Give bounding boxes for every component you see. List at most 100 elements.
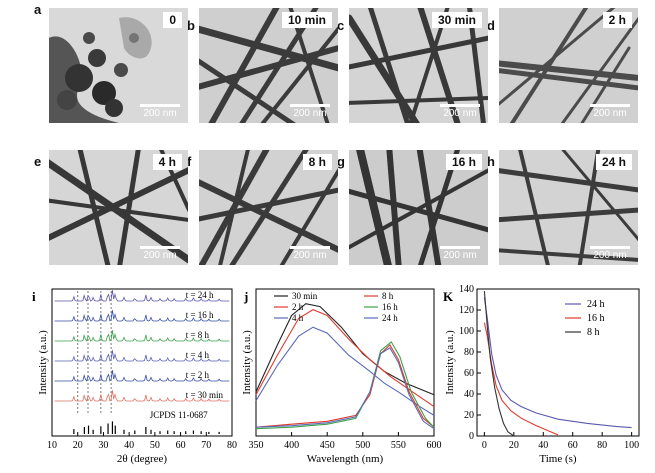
legend-label: 8 h: [382, 291, 394, 301]
tem-image-e: 4 h 200 nm: [49, 150, 188, 265]
x-axis-label: Wavelength (nm): [307, 453, 384, 465]
scale-bar: 200 nm: [290, 104, 330, 119]
x-tick-label: 60: [176, 440, 186, 451]
x-tick-label: 40: [124, 440, 134, 451]
panel-letter-k: K: [443, 289, 454, 304]
legend-label: 2 h: [292, 302, 304, 312]
scale-bar: 200 nm: [440, 246, 480, 261]
y-axis-label: Intensity (a.u.): [241, 330, 253, 395]
x-tick-label: 450: [320, 440, 335, 451]
x-tick-label: 60: [568, 440, 578, 451]
y-tick-label: 100: [459, 326, 474, 337]
xrd-series-label: t = 30 min: [186, 390, 224, 400]
time-label: 0: [163, 12, 182, 28]
spectrum-series-line: [255, 326, 435, 416]
scale-bar: 200 nm: [140, 246, 180, 261]
decay-frame: [476, 288, 640, 437]
y-tick-label: 80: [464, 347, 474, 358]
xrd-series-label: t = 8 h: [186, 330, 210, 340]
spectrum-series-line: [255, 308, 435, 408]
legend-label: 16 h: [382, 302, 398, 312]
legend-label: 8 h: [587, 327, 600, 338]
xrd-series-line: [54, 290, 230, 302]
xrd-series-label: t = 2 h: [186, 370, 210, 380]
time-label: 2 h: [602, 12, 632, 28]
x-axis-label: Time (s): [539, 453, 577, 465]
panel-letter-b: b: [187, 18, 195, 33]
xrd-series-label: t = 4 h: [186, 350, 210, 360]
legend-label: 24 h: [382, 313, 398, 323]
x-tick-label: 0: [482, 440, 487, 451]
y-tick-label: 20: [464, 410, 474, 421]
panel-letter-h: h: [487, 154, 495, 169]
tem-image-a: 0 200 nm: [49, 8, 188, 123]
legend-label: 24 h: [587, 299, 605, 310]
xrd-series-line: [54, 310, 230, 322]
panel-letter-d: d: [487, 18, 495, 33]
x-tick-label: 70: [201, 440, 211, 451]
xrd-series-label: t = 16 h: [186, 310, 214, 320]
x-tick-label: 600: [427, 440, 442, 451]
y-tick-label: 60: [464, 368, 474, 379]
tem-image-f: 8 h 200 nm: [199, 150, 338, 265]
spectrum-frame: [255, 288, 435, 437]
panel-letter-f: f: [187, 154, 192, 169]
tem-image-b: 10 min 200 nm: [199, 8, 338, 123]
xrd-frame: [51, 288, 233, 437]
time-label: 8 h: [302, 154, 332, 170]
xrd-series-line: [54, 330, 230, 342]
xrd-series-label: t = 24 h: [186, 290, 214, 300]
legend-label: 30 min: [292, 291, 318, 301]
time-label: 4 h: [152, 154, 182, 170]
x-tick-label: 400: [284, 440, 299, 451]
panel-letter-i: i: [32, 289, 36, 304]
time-label: 30 min: [431, 12, 482, 28]
decay-series-line: [483, 322, 559, 436]
y-axis-label: Intensity (a.u.): [444, 330, 456, 395]
xrd-series-line: [54, 390, 230, 402]
x-tick-label: 40: [538, 440, 548, 451]
xrd-series-line: [54, 350, 230, 362]
y-axis-label: Intensity (a.u.): [37, 330, 49, 395]
tem-image-h: 24 h 200 nm: [499, 150, 638, 265]
x-tick-label: 20: [73, 440, 83, 451]
scale-bar: 200 nm: [440, 104, 480, 119]
xrd-chart: i 10 20 30 40 50 60 70 80 2θ (degree) Intensity (a…: [30, 283, 238, 473]
x-tick-label: 350: [249, 440, 264, 451]
emission-spectrum-chart: j 350 400 450 500 550 600 Wavelength (nm) Intens…: [238, 283, 443, 473]
x-tick-label: 80: [597, 440, 607, 451]
x-tick-label: 500: [355, 440, 370, 451]
panel-letter-c: c: [337, 18, 345, 33]
reference-label: JCPDS 11-0687: [150, 410, 208, 420]
x-tick-label: 100: [624, 440, 639, 451]
x-tick-label: 10: [47, 440, 57, 451]
time-label: 24 h: [595, 154, 632, 170]
x-tick-label: 550: [391, 440, 406, 451]
x-tick-label: 20: [509, 440, 519, 451]
legend-label: 16 h: [587, 313, 605, 324]
xrd-series-line: [54, 370, 230, 382]
spectrum-series-line: [255, 303, 435, 396]
spectrum-series-line: [255, 341, 435, 430]
x-tick-label: 30: [98, 440, 108, 451]
y-tick-label: 0: [469, 431, 474, 442]
time-label: 10 min: [281, 12, 332, 28]
y-tick-label: 140: [459, 284, 474, 295]
decay-series-line: [483, 297, 632, 429]
decay-series-line: [483, 291, 515, 437]
intensity-decay-chart: K 0 20 40 60 80 100 Time (s) Intensity (a.u.) 0 20…: [443, 283, 653, 473]
panel-letter-g: g: [337, 154, 345, 169]
scale-bar: 200 nm: [140, 104, 180, 119]
x-tick-label: 80: [227, 440, 237, 451]
x-axis-label: 2θ (degree): [117, 453, 167, 465]
tem-image-d: 2 h 200 nm: [499, 8, 638, 123]
panel-letter-j: j: [243, 289, 248, 304]
time-label: 16 h: [445, 154, 482, 170]
scale-bar: 200 nm: [590, 104, 630, 119]
tem-image-c: 30 min 200 nm: [349, 8, 488, 123]
panel-letter-e: e: [34, 154, 42, 169]
scale-bar: 200 nm: [290, 246, 330, 261]
x-tick-label: 50: [150, 440, 160, 451]
y-tick-label: 40: [464, 389, 474, 400]
spectrum-series-line: [255, 347, 435, 430]
